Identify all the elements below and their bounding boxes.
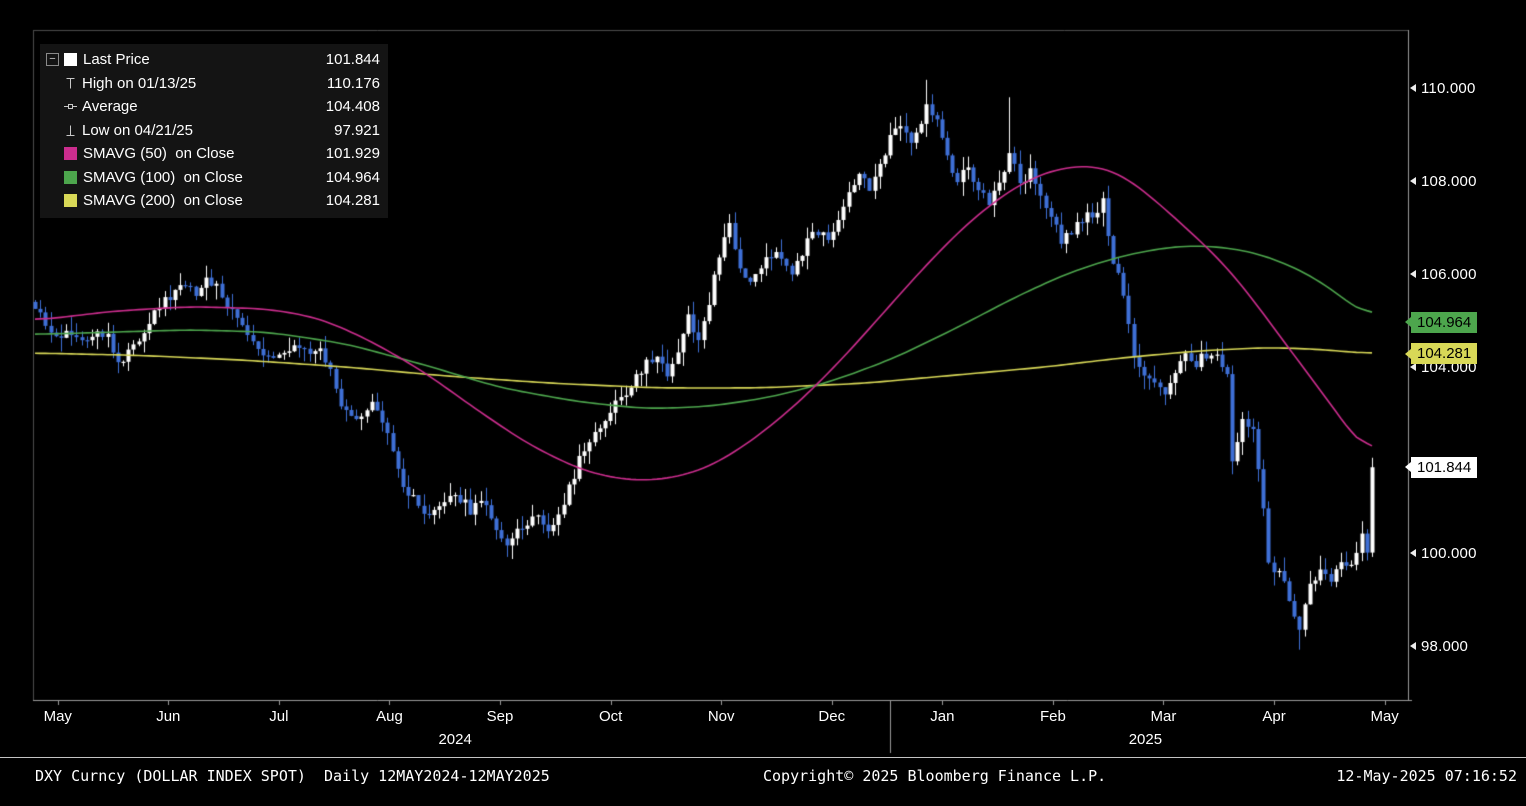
y-tick-label: 98.000 — [1421, 637, 1469, 655]
y-tick-label: 100.000 — [1421, 544, 1477, 562]
y-tick-label: 108.000 — [1421, 172, 1477, 190]
y-tick-label: 110.000 — [1421, 79, 1476, 97]
smavg-200-swatch-icon — [64, 194, 77, 208]
legend-row-low[interactable]: Low on 04/21/25 97.921 — [46, 119, 380, 143]
badge-arrow-icon — [1405, 348, 1411, 359]
tick-arrow-icon — [1410, 363, 1416, 371]
legend-label: SMAVG (200) on Close — [83, 192, 243, 210]
badge-value: 104.964 — [1417, 313, 1472, 331]
y-axis-tick: 100.000 — [1410, 544, 1477, 562]
last-price-swatch-icon — [64, 53, 77, 67]
legend-value: 97.921 — [334, 121, 380, 139]
legend-row-smavg-50[interactable]: SMAVG (50) on Close 101.929 — [46, 142, 380, 166]
x-month-label: Apr — [1262, 708, 1286, 725]
chart-legend[interactable]: − Last Price 101.844 High on 01/13/25 110.17… — [40, 44, 388, 218]
x-year-label: 2025 — [1128, 731, 1163, 748]
legend-label: SMAVG (50) on Close — [83, 145, 235, 163]
tick-arrow-icon — [1410, 84, 1416, 92]
x-month-label: Aug — [376, 708, 403, 725]
y-axis-tick: 106.000 — [1410, 265, 1477, 283]
legend-value: 104.964 — [325, 168, 380, 186]
y-axis-tick: 108.000 — [1410, 172, 1477, 190]
x-month-label: Oct — [598, 708, 623, 725]
x-month-label: Dec — [818, 708, 846, 725]
legend-row-smavg-200[interactable]: SMAVG (200) on Close 104.281 — [46, 189, 380, 213]
price-badge-104.964: 104.964 — [1405, 311, 1478, 333]
x-month-label: Jan — [930, 708, 955, 725]
legend-collapse-icon[interactable]: − — [46, 53, 59, 67]
x-month-label: Sep — [486, 708, 514, 725]
smavg-100-swatch-icon — [64, 170, 77, 184]
x-month-label: May — [1370, 708, 1399, 725]
x-month-label: Jul — [269, 708, 289, 725]
legend-row-smavg-100[interactable]: SMAVG (100) on Close 104.964 — [46, 166, 380, 190]
footer-bar: DXY Curncy (DOLLAR INDEX SPOT) Daily 12M… — [0, 757, 1526, 806]
average-marker-icon — [63, 99, 78, 114]
x-month-label: Nov — [707, 708, 735, 725]
y-tick-label: 106.000 — [1421, 265, 1477, 283]
legend-value: 104.281 — [325, 192, 380, 210]
high-marker-icon — [63, 76, 78, 91]
legend-value: 101.844 — [325, 51, 380, 69]
badge-value: 104.281 — [1417, 345, 1472, 363]
y-axis-tick: 98.000 — [1410, 637, 1468, 655]
legend-label: SMAVG (100) on Close — [83, 168, 243, 186]
low-marker-icon — [63, 123, 78, 138]
price-badge-101.844: 101.844 — [1405, 456, 1478, 478]
legend-row-average[interactable]: Average 104.408 — [46, 95, 380, 119]
x-month-label: Feb — [1039, 708, 1066, 725]
x-year-label: 2024 — [438, 731, 472, 748]
x-month-label: Mar — [1150, 708, 1177, 725]
x-month-label: May — [43, 708, 72, 725]
badge-arrow-icon — [1405, 317, 1411, 328]
smavg-50-swatch-icon — [64, 147, 77, 161]
tick-arrow-icon — [1410, 642, 1416, 650]
footer-instrument: DXY Curncy (DOLLAR INDEX SPOT) Daily 12M… — [35, 767, 550, 785]
legend-row-high[interactable]: High on 01/13/25 110.176 — [46, 72, 380, 96]
price-badge-104.281: 104.281 — [1405, 343, 1478, 365]
legend-row-last-price[interactable]: − Last Price 101.844 — [46, 48, 380, 72]
tick-arrow-icon — [1410, 177, 1416, 185]
footer-timestamp: 12-May-2025 07:16:52 — [1336, 767, 1517, 785]
y-axis-tick: 110.000 — [1410, 79, 1476, 97]
tick-arrow-icon — [1410, 549, 1416, 557]
legend-value: 110.176 — [326, 74, 380, 92]
tick-arrow-icon — [1410, 270, 1416, 278]
legend-value: 104.408 — [325, 98, 380, 116]
legend-value: 101.929 — [325, 145, 380, 163]
legend-label: Last Price — [83, 51, 150, 69]
x-month-label: Jun — [156, 708, 181, 725]
legend-label: Low on 04/21/25 — [82, 121, 193, 139]
legend-label: High on 01/13/25 — [82, 74, 197, 92]
badge-arrow-icon — [1405, 462, 1411, 473]
legend-label: Average — [82, 98, 138, 116]
footer-copyright: Copyright© 2025 Bloomberg Finance L.P. — [763, 767, 1107, 785]
badge-value: 101.844 — [1417, 458, 1472, 476]
